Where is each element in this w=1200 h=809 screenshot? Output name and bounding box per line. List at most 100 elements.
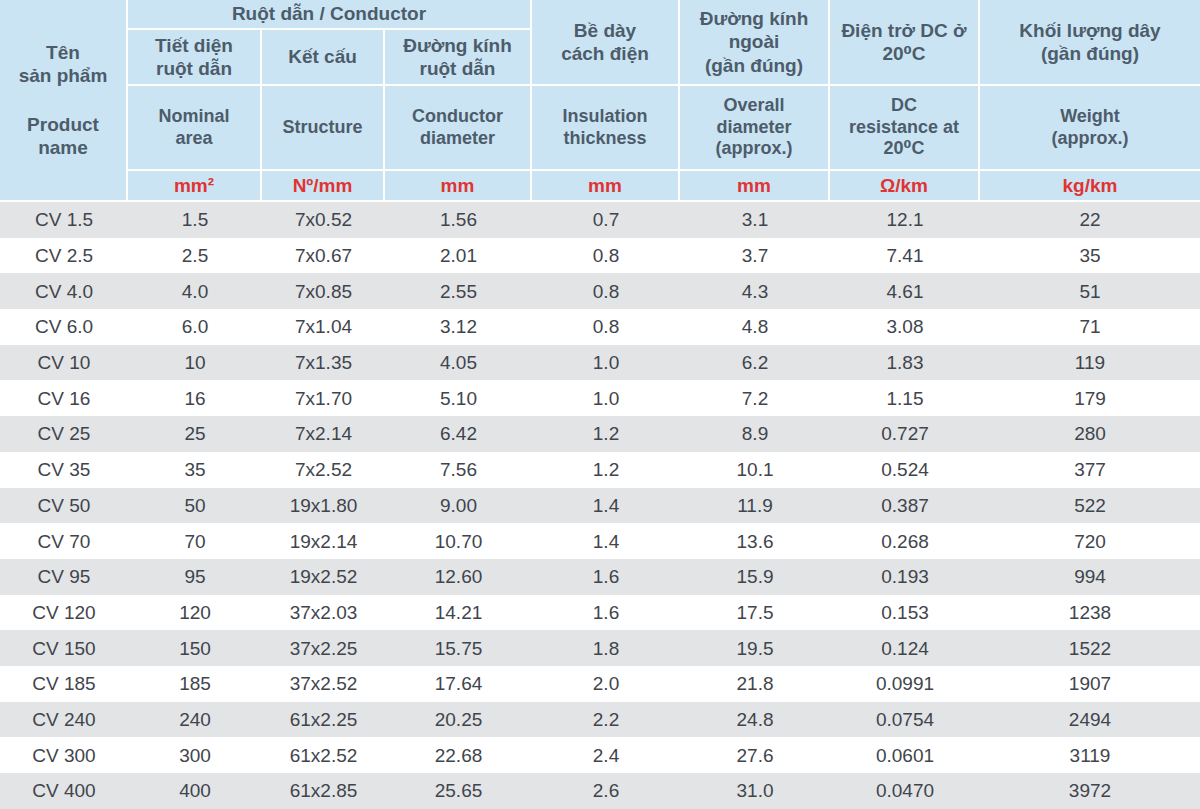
cell-nominal-area: 10	[128, 345, 262, 381]
cell-dc-resistance: 0.387	[830, 488, 980, 524]
cell-product-name: CV 240	[0, 702, 128, 738]
cell-dc-resistance: 0.524	[830, 452, 980, 488]
cell-structure: 7x2.14	[262, 416, 385, 452]
table-row: CV 185 185 37x2.52 17.64 2.0 21.8 0.0991…	[0, 666, 1200, 702]
cell-weight: 51	[980, 273, 1200, 309]
table-row: CV 25 25 7x2.14 6.42 1.2 8.9 0.727 280	[0, 416, 1200, 452]
header-en-dc-resistance: DC resistance at 20⁰C	[830, 86, 980, 171]
cell-product-name: CV 25	[0, 416, 128, 452]
cell-insulation-thickness: 2.4	[532, 737, 680, 773]
cell-product-name: CV 6.0	[0, 309, 128, 345]
cell-structure: 37x2.25	[262, 630, 385, 666]
cell-structure: 61x2.85	[262, 773, 385, 809]
cell-conductor-diameter: 9.00	[385, 488, 532, 524]
cell-conductor-diameter: 17.64	[385, 666, 532, 702]
cell-weight: 280	[980, 416, 1200, 452]
cell-structure: 7x0.85	[262, 273, 385, 309]
cell-insulation-thickness: 0.8	[532, 238, 680, 274]
table-row: CV 150 150 37x2.25 15.75 1.8 19.5 0.124 …	[0, 630, 1200, 666]
table-row: CV 300 300 61x2.52 22.68 2.4 27.6 0.0601…	[0, 737, 1200, 773]
cell-weight: 522	[980, 488, 1200, 524]
cell-insulation-thickness: 1.4	[532, 523, 680, 559]
unit-nominal-area: mm²	[128, 171, 262, 200]
cell-overall-diameter: 24.8	[680, 702, 830, 738]
cell-conductor-diameter: 10.70	[385, 523, 532, 559]
cell-overall-diameter: 27.6	[680, 737, 830, 773]
table-row: CV 95 95 19x2.52 12.60 1.6 15.9 0.193 99…	[0, 559, 1200, 595]
table-row: CV 240 240 61x2.25 20.25 2.2 24.8 0.0754…	[0, 702, 1200, 738]
cell-insulation-thickness: 1.4	[532, 488, 680, 524]
cell-insulation-thickness: 0.8	[532, 309, 680, 345]
cell-conductor-diameter: 20.25	[385, 702, 532, 738]
cell-weight: 71	[980, 309, 1200, 345]
cell-dc-resistance: 0.193	[830, 559, 980, 595]
cell-product-name: CV 10	[0, 345, 128, 381]
cell-conductor-diameter: 6.42	[385, 416, 532, 452]
header-vi-dc-resistance: Điện trở DC ở 20⁰C	[830, 0, 980, 86]
header-en-overall-diameter: Overall diameter (approx.)	[680, 86, 830, 171]
cell-structure: 7x1.70	[262, 380, 385, 416]
cell-overall-diameter: 31.0	[680, 773, 830, 809]
cell-product-name: CV 185	[0, 666, 128, 702]
cell-dc-resistance: 4.61	[830, 273, 980, 309]
cell-weight: 1238	[980, 595, 1200, 631]
cell-dc-resistance: 0.0470	[830, 773, 980, 809]
cell-product-name: CV 4.0	[0, 273, 128, 309]
cell-structure: 7x1.04	[262, 309, 385, 345]
cell-overall-diameter: 13.6	[680, 523, 830, 559]
cell-weight: 119	[980, 345, 1200, 381]
table-row: CV 4.0 4.0 7x0.85 2.55 0.8 4.3 4.61 51	[0, 273, 1200, 309]
cell-dc-resistance: 12.1	[830, 202, 980, 238]
cell-overall-diameter: 17.5	[680, 595, 830, 631]
cell-nominal-area: 2.5	[128, 238, 262, 274]
cell-overall-diameter: 6.2	[680, 345, 830, 381]
cell-weight: 35	[980, 238, 1200, 274]
cell-nominal-area: 70	[128, 523, 262, 559]
header-product-name-vi: Tên sản phẩm	[19, 41, 108, 87]
table-row: CV 35 35 7x2.52 7.56 1.2 10.1 0.524 377	[0, 452, 1200, 488]
cell-overall-diameter: 19.5	[680, 630, 830, 666]
cell-product-name: CV 95	[0, 559, 128, 595]
cell-weight: 994	[980, 559, 1200, 595]
cell-structure: 7x0.52	[262, 202, 385, 238]
cell-conductor-diameter: 7.56	[385, 452, 532, 488]
cell-nominal-area: 35	[128, 452, 262, 488]
cell-nominal-area: 300	[128, 737, 262, 773]
cell-weight: 22	[980, 202, 1200, 238]
cell-dc-resistance: 1.15	[830, 380, 980, 416]
cell-product-name: CV 50	[0, 488, 128, 524]
cell-nominal-area: 6.0	[128, 309, 262, 345]
cell-structure: 19x2.52	[262, 559, 385, 595]
header-en-weight: Weight (approx.)	[980, 86, 1200, 171]
cell-conductor-diameter: 2.01	[385, 238, 532, 274]
cell-conductor-diameter: 25.65	[385, 773, 532, 809]
cell-product-name: CV 70	[0, 523, 128, 559]
header-vi-insulation-thickness: Bề dày cách điện	[532, 0, 680, 86]
header-vi-structure: Kết cấu	[262, 30, 385, 86]
cell-overall-diameter: 8.9	[680, 416, 830, 452]
cell-dc-resistance: 3.08	[830, 309, 980, 345]
cell-product-name: CV 300	[0, 737, 128, 773]
cell-product-name: CV 35	[0, 452, 128, 488]
cell-structure: 19x1.80	[262, 488, 385, 524]
cell-dc-resistance: 0.0601	[830, 737, 980, 773]
table-row: CV 10 10 7x1.35 4.05 1.0 6.2 1.83 119	[0, 345, 1200, 381]
cell-insulation-thickness: 2.2	[532, 702, 680, 738]
cell-insulation-thickness: 1.0	[532, 380, 680, 416]
cell-conductor-diameter: 15.75	[385, 630, 532, 666]
unit-conductor-diameter: mm	[385, 171, 532, 200]
cell-structure: 7x0.67	[262, 238, 385, 274]
table-header: Tên sản phẩm Product name Ruột dẫn / Con…	[0, 0, 1200, 202]
cell-insulation-thickness: 2.0	[532, 666, 680, 702]
cell-conductor-diameter: 1.56	[385, 202, 532, 238]
cell-insulation-thickness: 0.7	[532, 202, 680, 238]
cell-nominal-area: 120	[128, 595, 262, 631]
cell-structure: 37x2.03	[262, 595, 385, 631]
cell-nominal-area: 25	[128, 416, 262, 452]
table-row: CV 2.5 2.5 7x0.67 2.01 0.8 3.7 7.41 35	[0, 238, 1200, 274]
cell-weight: 377	[980, 452, 1200, 488]
cell-insulation-thickness: 1.6	[532, 559, 680, 595]
header-vi-overall-diameter: Đường kính ngoài (gần đúng)	[680, 0, 830, 86]
unit-insulation-thickness: mm	[532, 171, 680, 200]
header-product-name: Tên sản phẩm Product name	[0, 0, 128, 200]
